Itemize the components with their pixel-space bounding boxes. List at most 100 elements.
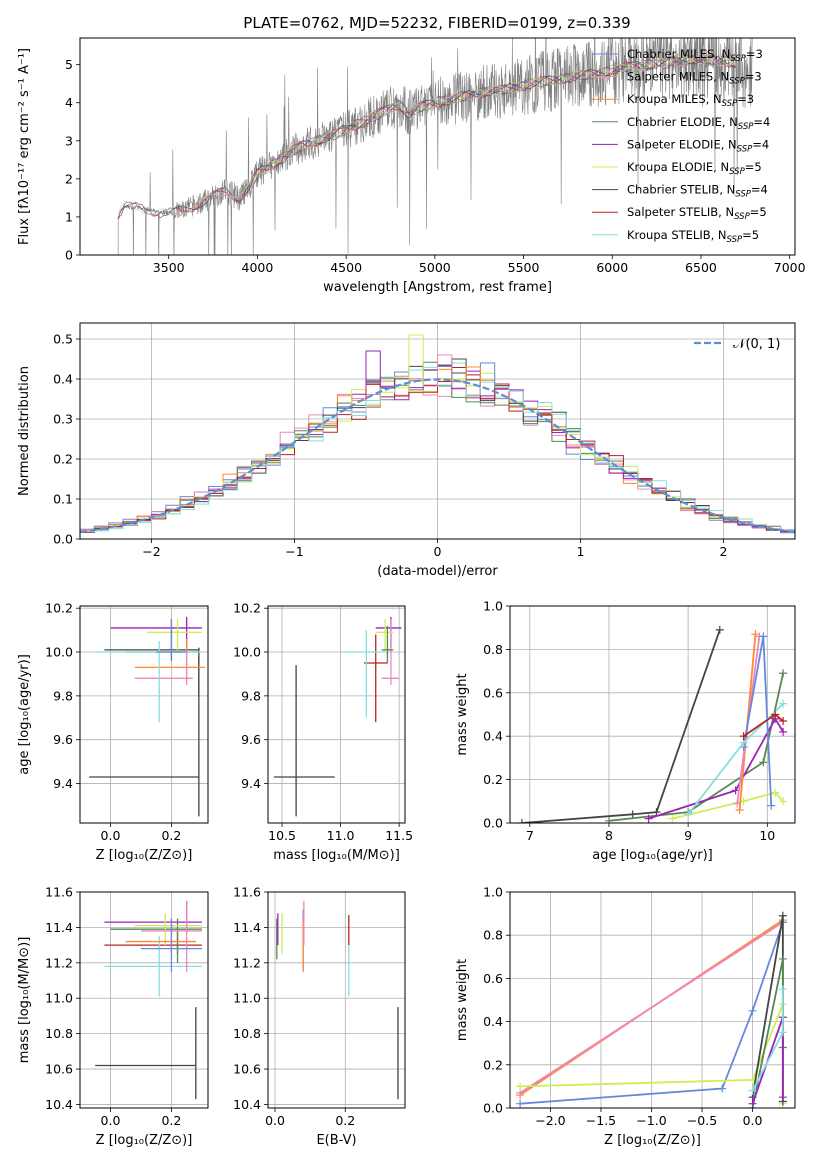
y-tick-label: 10.6 — [45, 1062, 73, 1077]
histogram-peak — [437, 354, 453, 387]
y-tick-label: 11.4 — [45, 920, 73, 935]
weight-marker — [778, 911, 787, 920]
observed-spectrum — [117, 38, 753, 255]
weight-marker — [778, 954, 787, 963]
x-tick-label: 8 — [605, 828, 613, 843]
y-tick-label: 10.4 — [45, 1097, 73, 1112]
axes-mass-weight-vs-age: 7 8 9 10 0.0 0.2 0.4 0.6 0.8 1.0 age [log₁₀(age/yr… — [455, 599, 796, 863]
x-tick-label: 5500 — [508, 260, 540, 275]
y-tick-label: 11.2 — [233, 955, 261, 970]
legend-label: 𝒩(0, 1) — [733, 337, 780, 352]
y-tick-label: 10.6 — [233, 1062, 261, 1077]
axes-spectrum: 3500 4000 4500 5000 5500 6000 6500 7000 0 1 2 3 4 5 wa… — [17, 37, 806, 295]
y-axis-label: Flux [fλ10⁻¹⁷ erg cm⁻² s⁻¹ A⁻¹] — [17, 48, 32, 245]
y-tick-label: 10.0 — [233, 645, 261, 660]
y-tick-label: 0.0 — [53, 532, 73, 547]
error-bars — [273, 616, 402, 817]
x-tick-label: 0.0 — [101, 828, 121, 843]
x-tick-label: 0.2 — [335, 1113, 355, 1128]
weight-marker — [779, 669, 788, 678]
x-tick-label: −1 — [285, 544, 303, 559]
y-tick-label: 1.0 — [483, 599, 503, 614]
weight-series — [751, 958, 784, 1108]
weight-marker — [759, 632, 768, 641]
x-tick-label: 0.2 — [161, 1113, 181, 1128]
weight-series — [520, 921, 784, 1105]
x-axis-label: age [log₁₀(age/yr)] — [592, 848, 713, 863]
y-tick-label: 0.2 — [483, 1057, 503, 1072]
x-tick-label: 2 — [720, 544, 728, 559]
weight-lines — [517, 625, 788, 823]
y-tick-label: 0.1 — [53, 492, 73, 507]
x-tick-label: 9 — [684, 828, 692, 843]
weight-marker — [715, 625, 724, 634]
y-tick-label: 10.8 — [45, 1026, 73, 1041]
weight-marker — [771, 710, 780, 719]
x-tick-label: −1.0 — [636, 1113, 666, 1128]
weight-series — [521, 629, 721, 823]
x-axis-label: Z [log₁₀(Z/Z⊙)] — [96, 1133, 193, 1148]
axes-residuals: −2 −1 0 1 2 0.0 0.1 0.2 0.3 0.4 0.5 (data-model)/er… — [17, 322, 796, 579]
histogram-peak — [408, 334, 424, 387]
x-tick-label: 11.5 — [385, 828, 413, 843]
legend-label: Kroupa MILES, NSSP=3 — [627, 92, 754, 109]
weight-marker — [739, 732, 748, 741]
y-tick-label: 9.8 — [53, 688, 73, 703]
weight-marker — [759, 758, 768, 767]
x-axis-label: mass [log₁₀(M/M⊙)] — [273, 848, 400, 863]
y-tick-label: 0.4 — [53, 372, 73, 387]
y-tick-label: 0.6 — [483, 685, 503, 700]
weight-marker — [779, 797, 788, 806]
model-spectrum — [117, 53, 737, 215]
y-tick-label: 4 — [65, 95, 73, 110]
y-tick-label: 9.8 — [241, 688, 261, 703]
x-tick-label: 11.0 — [327, 828, 355, 843]
axes-frame — [267, 891, 406, 1109]
y-tick-label: 0.2 — [483, 772, 503, 787]
y-tick-label: 10.2 — [233, 601, 261, 616]
y-tick-label: 5 — [65, 57, 73, 72]
x-tick-label: −2 — [142, 544, 160, 559]
x-tick-label: 0.0 — [743, 1113, 763, 1128]
y-tick-label: 10.4 — [233, 1097, 261, 1112]
y-tick-label: 0.4 — [483, 729, 503, 744]
y-tick-label: 0.2 — [53, 452, 73, 467]
y-tick-label: 0 — [65, 248, 73, 263]
weight-marker — [778, 1093, 787, 1102]
y-tick-label: 10.0 — [45, 645, 73, 660]
y-tick-label: 0.8 — [483, 642, 503, 657]
x-axis-label: Z [log₁₀(Z/Z⊙)] — [96, 848, 193, 863]
histogram-peak — [465, 366, 481, 387]
weight-marker — [767, 801, 776, 810]
weight-series — [648, 717, 784, 820]
axes-age-vs-Z: 0.0 0.2 9.4 9.6 9.8 10.0 10.2 Z [log₁₀(Z/Z⊙)] ag… — [17, 601, 209, 863]
y-tick-label: 1 — [65, 209, 73, 224]
x-tick-label: −2.0 — [535, 1113, 565, 1128]
histogram-peak — [365, 350, 381, 387]
model-spectrum — [239, 53, 737, 194]
weight-marker — [778, 985, 787, 994]
weight-marker — [516, 1082, 525, 1091]
y-tick-label: 2 — [65, 171, 73, 186]
y-tick-label: 9.4 — [53, 776, 73, 791]
weight-series — [751, 915, 784, 1102]
spectrum-lines — [117, 38, 753, 255]
x-axis-label: wavelength [Angstrom, rest frame] — [323, 280, 552, 295]
weight-marker — [668, 814, 677, 823]
error-bars — [276, 900, 399, 1100]
weight-marker — [748, 1086, 757, 1095]
weight-marker — [751, 630, 760, 639]
error-bars — [95, 900, 202, 1100]
legend-label: Salpeter MILES, NSSP=3 — [627, 70, 762, 87]
y-tick-label: 1.0 — [483, 885, 503, 900]
x-tick-label: 10 — [759, 828, 775, 843]
x-tick-label: 7000 — [774, 260, 806, 275]
weight-marker — [733, 799, 742, 808]
x-tick-label: 0.0 — [101, 1113, 121, 1128]
x-tick-label: 6000 — [596, 260, 628, 275]
y-tick-label: 0.4 — [483, 1014, 503, 1029]
legend-label: Kroupa STELIB, NSSP=5 — [627, 228, 759, 245]
weight-marker — [748, 1099, 757, 1108]
weight-marker — [604, 816, 613, 823]
x-axis-label: Z [log₁₀(Z/Z⊙)] — [604, 1133, 701, 1148]
